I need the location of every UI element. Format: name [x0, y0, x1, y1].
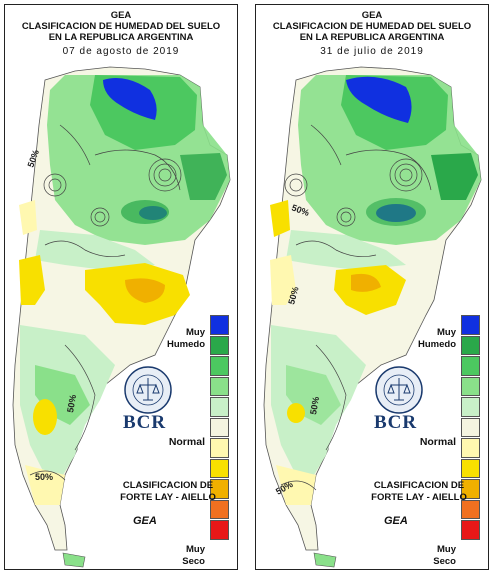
legend-swatch: [461, 479, 480, 499]
legend-label-bottom-1: Muy: [186, 544, 205, 555]
legend-swatch: [210, 397, 229, 417]
legend-label-bottom-2: Seco: [433, 556, 456, 567]
legend-label-normal: Normal: [168, 436, 205, 448]
contour-label-3: 50%: [35, 472, 53, 482]
legend-swatch: [461, 397, 480, 417]
legend-swatch: [210, 520, 229, 540]
method-line2: FORTE LAY - AIELLO: [371, 492, 467, 503]
method-line1: CLASIFICACION DE: [122, 480, 214, 491]
legend-swatch: [461, 376, 480, 396]
region-dry-south: [33, 399, 57, 435]
contour-label-3: 50%: [308, 396, 321, 415]
region-dry-south: [287, 403, 305, 423]
region-dry-west: [270, 255, 296, 305]
region-dry-west: [19, 255, 45, 305]
panel-date: 31 de julio de 2019: [320, 46, 424, 57]
legend-label-bottom-2: Seco: [182, 556, 205, 567]
method-label: CLASIFICACION DE FORTE LAY - AIELLO: [113, 480, 223, 504]
legend-swatch: [210, 376, 229, 396]
legend-label-top-2: Humedo: [167, 339, 205, 350]
gea-logo: GEA: [384, 515, 408, 527]
panel-date: 07 de agosto de 2019: [62, 46, 180, 57]
bcr-seal-icon: [375, 366, 423, 414]
panel-title-line2: EN LA REPUBLICA ARGENTINA: [48, 32, 194, 43]
panel-header: GEA: [110, 10, 132, 21]
region-moist-east: [431, 153, 478, 200]
legend-label-top-2: Humedo: [418, 339, 456, 350]
legend-swatch: [461, 499, 480, 519]
argentina-map-left: 50% 50% 50%: [12, 66, 231, 568]
legend-swatch: [210, 479, 229, 499]
legend-swatch: [210, 335, 229, 355]
bcr-logo-text: BCR: [123, 412, 167, 433]
legend-label-top-1: Muy: [186, 327, 205, 338]
legend-swatch: [461, 438, 480, 458]
map-panel-right: 50% 50% 50% 50% GEA CLASIFICACION DE HUM…: [255, 4, 489, 570]
legend-swatch: [461, 520, 480, 540]
legend-swatch: [210, 438, 229, 458]
legend-swatch: [461, 356, 480, 376]
method-line2: FORTE LAY - AIELLO: [120, 492, 216, 503]
bcr-logo-text: BCR: [374, 412, 418, 433]
map-panel-left: 50% 50% 50% GEA CLASIFICACION DE HUMEDAD…: [4, 4, 238, 570]
gea-logo: GEA: [133, 515, 157, 527]
panel-header: GEA: [361, 10, 383, 21]
panel-title-line2: EN LA REPUBLICA ARGENTINA: [299, 32, 445, 43]
legend-label-top-1: Muy: [437, 327, 456, 338]
method-label: CLASIFICACION DE FORTE LAY - AIELLO: [364, 480, 474, 504]
panel-title-line1: CLASIFICACION DE HUMEDAD DEL SUELO: [272, 21, 472, 32]
region-very-humid-north: [103, 77, 157, 120]
contour-label-2: 50%: [65, 394, 78, 413]
legend-swatch: [210, 356, 229, 376]
panel-title-line1: CLASIFICACION DE HUMEDAD DEL SUELO: [21, 21, 221, 32]
legend-swatch: [461, 417, 480, 437]
legend-swatch: [210, 315, 229, 335]
legend-colorbar: [210, 315, 229, 541]
contour-label-2: 50%: [286, 286, 300, 306]
region-very-humid-north: [346, 76, 412, 123]
bcr-seal-icon: [124, 366, 172, 414]
legend-swatch: [210, 458, 229, 478]
legend-swatch: [210, 417, 229, 437]
legend-label-normal: Normal: [419, 436, 456, 448]
legend-label-bottom-1: Muy: [437, 544, 456, 555]
region-moist-east: [180, 153, 227, 200]
legend-swatch: [210, 499, 229, 519]
method-line1: CLASIFICACION DE: [373, 480, 465, 491]
legend-swatch: [461, 458, 480, 478]
argentina-map-right: 50% 50% 50% 50%: [263, 66, 482, 568]
legend-swatch: [461, 315, 480, 335]
legend-swatch: [461, 335, 480, 355]
legend-colorbar: [461, 315, 480, 541]
